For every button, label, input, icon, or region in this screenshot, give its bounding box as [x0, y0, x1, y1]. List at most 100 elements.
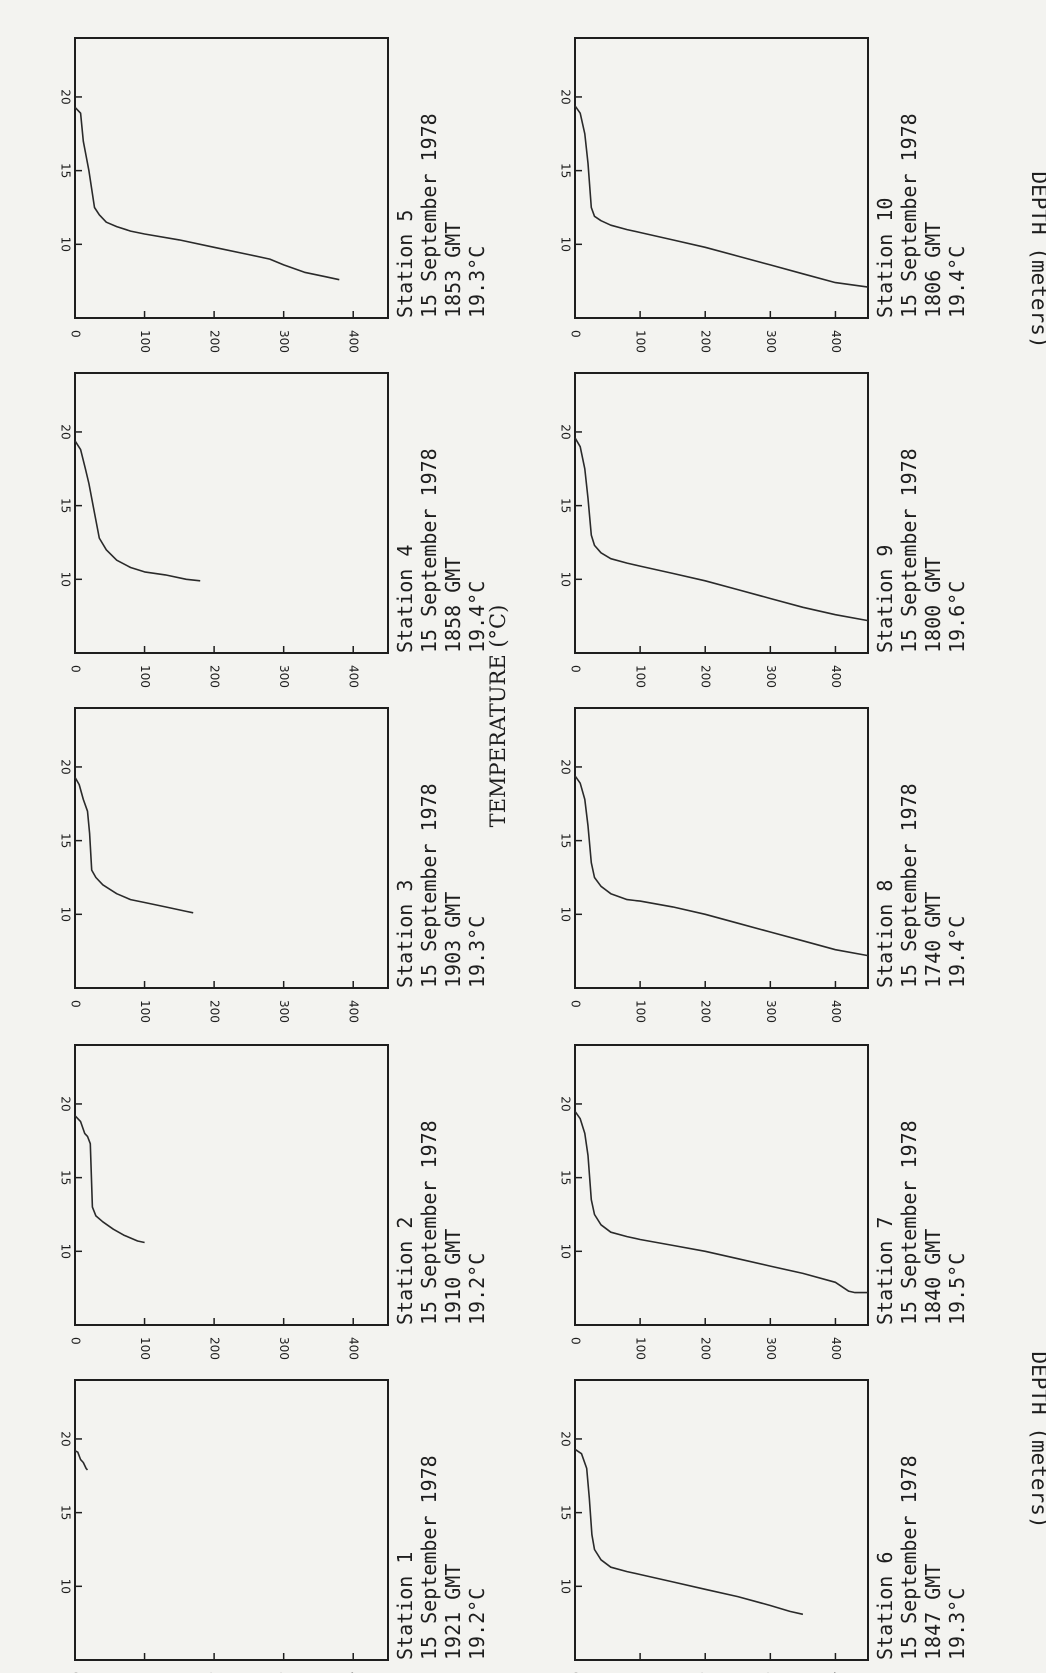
temperature-tick-label: 20	[59, 89, 73, 104]
plot-frame	[74, 707, 389, 989]
depth-tick-label: 300	[277, 1337, 291, 1360]
temperature-tick-label: 20	[559, 1431, 573, 1446]
temperature-tick-label: 10	[59, 1579, 73, 1594]
plot-frame	[74, 1379, 389, 1661]
station-date: 15 September 1978	[897, 1455, 921, 1660]
surface-temperature: 19.4°C	[945, 916, 969, 988]
temperature-tick-label: 15	[559, 163, 573, 178]
depth-tick-label: 100	[138, 1337, 152, 1360]
depth-tick-label: 0	[569, 1000, 583, 1008]
temperature-tick-label: 10	[59, 907, 73, 922]
station-label: Station 2	[393, 1217, 417, 1325]
temperature-tick-label: 20	[59, 1096, 73, 1111]
plot-frame	[574, 37, 869, 319]
temperature-tick-label: 15	[559, 833, 573, 848]
depth-tick-label: 300	[764, 1337, 778, 1360]
temperature-tick-label: 10	[559, 1244, 573, 1259]
station-date: 15 September 1978	[897, 448, 921, 653]
surface-temperature: 19.2°C	[465, 1253, 489, 1325]
depth-tick-label: 400	[347, 330, 361, 353]
temperature-tick-label: 15	[559, 1170, 573, 1185]
station-date: 15 September 1978	[897, 113, 921, 318]
station-time: 1910 GMT	[441, 1229, 465, 1325]
depth-axis-title-top: DEPTH (meters)	[1027, 171, 1046, 348]
depth-tick-label: 0	[569, 665, 583, 673]
station-chart-5: 0 100 200 300 400 10 15 20 Station 5 15 September…	[59, 37, 489, 353]
depth-tick-label: 100	[138, 665, 152, 688]
station-label: Station 5	[393, 210, 417, 318]
station-label: Station 9	[873, 545, 897, 653]
temperature-tick-label: 20	[59, 759, 73, 774]
depth-tick-label: 200	[699, 665, 713, 688]
depth-tick-label: 400	[829, 1000, 843, 1023]
surface-temperature: 19.5°C	[945, 1253, 969, 1325]
temperature-tick-label: 20	[559, 759, 573, 774]
temperature-tick-label: 10	[59, 1244, 73, 1259]
station-label: Station 8	[873, 880, 897, 988]
temperature-tick-label: 20	[559, 424, 573, 439]
depth-tick-label: 200	[699, 1337, 713, 1360]
station-date: 15 September 1978	[417, 1120, 441, 1325]
station-date: 15 September 1978	[417, 783, 441, 988]
depth-tick-label: 200	[208, 1000, 222, 1023]
depth-tick-label: 300	[277, 665, 291, 688]
temperature-tick-label: 10	[559, 907, 573, 922]
temperature-profile-line	[574, 775, 869, 957]
station-date: 15 September 1978	[417, 113, 441, 318]
depth-tick-label: 100	[138, 330, 152, 353]
temperature-profile-line	[574, 1110, 868, 1294]
temperature-profile-line	[74, 1449, 89, 1471]
depth-tick-label: 0	[569, 330, 583, 338]
depth-tick-label: 400	[347, 665, 361, 688]
station-label: Station 1	[393, 1552, 417, 1660]
depth-tick-label: 100	[634, 330, 648, 353]
depth-tick-label: 200	[208, 1337, 222, 1360]
depth-tick-label: 200	[699, 1000, 713, 1023]
plot-frame	[574, 372, 869, 654]
depth-tick-label: 400	[347, 1337, 361, 1360]
temperature-tick-label: 20	[559, 89, 573, 104]
depth-tick-label: 400	[829, 665, 843, 688]
temperature-tick-label: 20	[559, 1096, 573, 1111]
temperature-tick-label: 10	[59, 572, 73, 587]
surface-temperature: 19.4°C	[945, 246, 969, 318]
station-date: 15 September 1978	[897, 1120, 921, 1325]
depth-tick-label: 400	[829, 330, 843, 353]
plot-frame	[574, 1044, 869, 1326]
temperature-tick-label: 15	[59, 1505, 73, 1520]
station-chart-7: 0 100 200 300 400 10 15 20 Station 7 15 September…	[559, 1044, 969, 1360]
depth-tick-label: 400	[347, 1000, 361, 1023]
depth-tick-label: 100	[634, 1000, 648, 1023]
temperature-tick-label: 15	[559, 1505, 573, 1520]
depth-tick-label: 100	[634, 665, 648, 688]
temperature-tick-label: 10	[559, 237, 573, 252]
surface-temperature: 19.4°C	[465, 581, 489, 653]
station-label: Station 7	[873, 1217, 897, 1325]
plot-frame	[74, 37, 389, 319]
plot-frame	[74, 372, 389, 654]
station-date: 15 September 1978	[897, 783, 921, 988]
temperature-axis-title: TEMPERATURE (°C)	[486, 605, 510, 828]
depth-tick-label: 300	[764, 330, 778, 353]
temperature-tick-label: 10	[559, 1579, 573, 1594]
temperature-profile-line	[74, 776, 194, 914]
depth-tick-label: 0	[69, 1000, 83, 1008]
temperature-tick-label: 15	[59, 498, 73, 513]
station-date: 15 September 1978	[417, 1455, 441, 1660]
depth-tick-label: 300	[764, 1000, 778, 1023]
station-time: 1800 GMT	[921, 557, 945, 653]
surface-temperature: 19.2°C	[465, 1588, 489, 1660]
station-date: 15 September 1978	[417, 448, 441, 653]
plot-frame	[574, 1379, 869, 1661]
station-time: 1840 GMT	[921, 1229, 945, 1325]
station-time: 1903 GMT	[441, 892, 465, 988]
station-chart-8: 0 100 200 300 400 10 15 20 Station 8 15 September…	[559, 707, 969, 1023]
surface-temperature: 19.3°C	[945, 1588, 969, 1660]
station-time: 1847 GMT	[921, 1564, 945, 1660]
station-time: 1806 GMT	[921, 222, 945, 318]
depth-axis-title-bottom: DEPTH (meters)	[1027, 1351, 1046, 1528]
depth-tick-label: 100	[634, 1337, 648, 1360]
